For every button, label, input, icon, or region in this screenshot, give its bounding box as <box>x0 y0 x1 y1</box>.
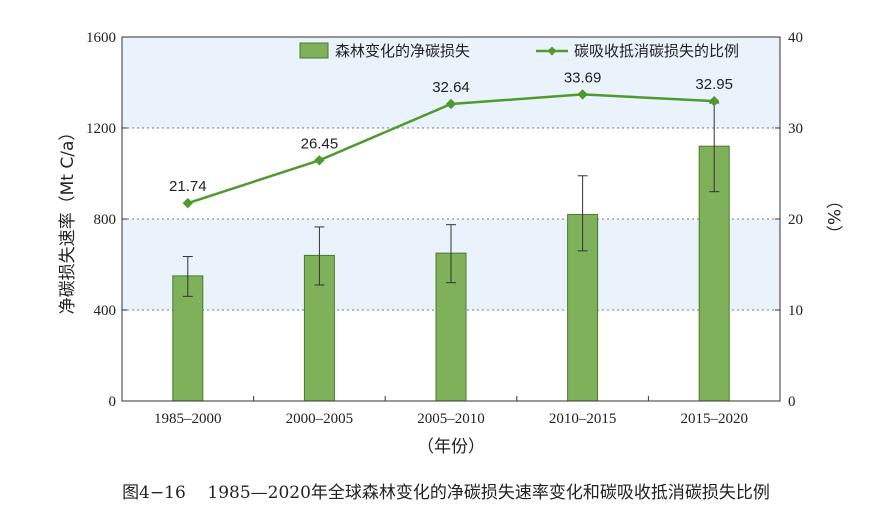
legend-bar-swatch <box>299 42 329 59</box>
y-tick-label-3: 1200 <box>86 121 116 137</box>
data-labels: 21.74 26.45 32.64 33.69 32.95 <box>169 69 733 195</box>
ratio-point-4 <box>708 95 720 107</box>
right-axis-ticks: 0 10 20 30 40 <box>775 30 803 410</box>
error-bar-2 <box>446 224 456 284</box>
ratio-point-2 <box>445 98 457 110</box>
figure-caption: 图4−16 1985—2020年全球森林变化的净碳损失速率变化和碳吸收抵消碳损失… <box>0 478 892 503</box>
data-label-0: 21.74 <box>169 178 207 195</box>
ratio-point-1 <box>314 155 325 166</box>
y-axis-title: 净碳损失速率（Mt C/a） <box>58 124 78 315</box>
error-bars <box>182 102 720 297</box>
error-bar-3 <box>577 175 588 252</box>
error-bar-1 <box>314 226 325 286</box>
y-tick-label-0: 0 <box>109 394 117 410</box>
data-label-2: 32.64 <box>432 79 470 96</box>
ratio-point-3 <box>577 89 588 100</box>
y-tick-label-1: 400 <box>94 303 117 319</box>
x-axis-ticks: 1985–2000 2000–2005 2005–2010 2010–2015 2015… <box>154 396 748 427</box>
legend-bar-label: 森林变化的净碳损失 <box>335 42 470 60</box>
y2-tick-label-1: 10 <box>788 303 803 319</box>
x-tick-label-2: 2005–2010 <box>417 411 485 427</box>
x-tick-label-0: 1985–2000 <box>154 411 222 427</box>
x-tick-label-3: 2010–2015 <box>549 411 617 427</box>
legend-line-marker <box>547 46 557 56</box>
figure-number: 图4−16 <box>122 483 186 503</box>
y-tick-label-2: 800 <box>94 212 117 228</box>
y2-tick-label-3: 30 <box>788 121 803 137</box>
y2-tick-label-4: 40 <box>788 30 803 46</box>
legend: 森林变化的净碳损失 碳吸收抵消碳损失的比例 <box>299 42 739 60</box>
y2-tick-label-0: 0 <box>788 394 796 410</box>
ratio-line <box>182 89 720 209</box>
band-1 <box>122 37 780 128</box>
figure-caption-text: 1985—2020年全球森林变化的净碳损失速率变化和碳吸收抵消碳损失比例 <box>207 483 770 503</box>
data-label-3: 33.69 <box>564 69 602 86</box>
y2-tick-label-2: 20 <box>788 212 803 228</box>
y-tick-label-4: 1600 <box>86 30 116 46</box>
data-label-1: 26.45 <box>301 135 339 152</box>
x-tick-label-4: 2015–2020 <box>680 411 748 427</box>
error-bar-0 <box>182 256 193 297</box>
data-label-4: 32.95 <box>695 76 733 93</box>
left-axis-ticks: 0 400 800 1200 1600 <box>86 30 127 410</box>
ratio-point-0 <box>182 197 194 209</box>
x-axis-title: （年份） <box>417 437 485 457</box>
y2-axis-title: （%） <box>823 192 843 242</box>
x-tick-label-1: 2000–2005 <box>286 411 354 427</box>
legend-line-label: 碳吸收抵消碳损失的比例 <box>574 42 739 60</box>
